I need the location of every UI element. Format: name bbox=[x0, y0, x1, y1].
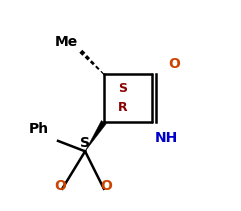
Text: S: S bbox=[118, 82, 127, 95]
Text: Me: Me bbox=[55, 35, 78, 49]
Text: O: O bbox=[54, 179, 66, 193]
Polygon shape bbox=[85, 120, 106, 151]
Text: NH: NH bbox=[155, 131, 178, 145]
Text: Ph: Ph bbox=[29, 122, 49, 137]
Text: S: S bbox=[80, 136, 90, 150]
Text: R: R bbox=[118, 101, 127, 114]
Text: O: O bbox=[168, 57, 180, 71]
Text: O: O bbox=[100, 179, 112, 193]
